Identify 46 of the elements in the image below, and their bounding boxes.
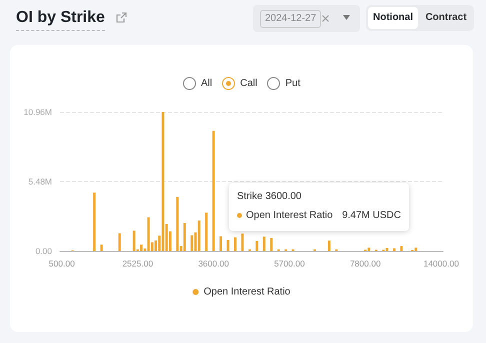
bar [328, 240, 330, 251]
text: All [200, 78, 212, 90]
annotation: Open Interest Ratio [246, 210, 333, 221]
bar [162, 112, 164, 251]
text: Notional [368, 7, 418, 29]
annotation: 9.47M USDC [342, 210, 401, 221]
bar [262, 236, 266, 251]
x-tick-label: 14000.00 [423, 258, 460, 268]
text: Contract [424, 11, 468, 25]
bar [270, 238, 273, 251]
text: Call [239, 78, 258, 90]
bar [220, 236, 222, 251]
bar [400, 246, 403, 251]
bar [212, 130, 215, 251]
bar [140, 244, 143, 251]
bar [198, 220, 200, 251]
text: Put [284, 78, 300, 90]
bar [368, 248, 370, 251]
bar [386, 248, 388, 251]
x-tick-label: 5700.00 [274, 258, 306, 268]
bar [392, 248, 396, 251]
legend-label: Open Interest Ratio [204, 286, 291, 298]
bar [93, 192, 96, 251]
bar [190, 235, 194, 251]
y-tick-label: 5.48M [28, 176, 52, 186]
bar [256, 240, 258, 251]
bar [183, 222, 186, 251]
annotation: Strike 3600.00 [237, 191, 302, 202]
bar [118, 233, 121, 251]
x-tick-label: 3600.00 [198, 258, 230, 268]
bar [176, 196, 179, 251]
bar [241, 234, 244, 251]
y-tick-label: 10.96M [24, 107, 52, 117]
bar [132, 230, 136, 251]
chart-title: OI by Strike [16, 9, 105, 31]
text: 2024-12-27 [260, 10, 322, 28]
x-tick-label: 7800.00 [350, 258, 381, 268]
x-tick-label: 500.00 [48, 258, 76, 268]
bar [226, 240, 230, 251]
bar [234, 237, 236, 251]
bar [147, 217, 150, 251]
bar [205, 212, 208, 251]
bar [414, 248, 418, 251]
bar [100, 244, 103, 251]
x-tick-label: 2525.00 [122, 258, 154, 268]
y-tick-label: 0.00 [35, 246, 52, 256]
